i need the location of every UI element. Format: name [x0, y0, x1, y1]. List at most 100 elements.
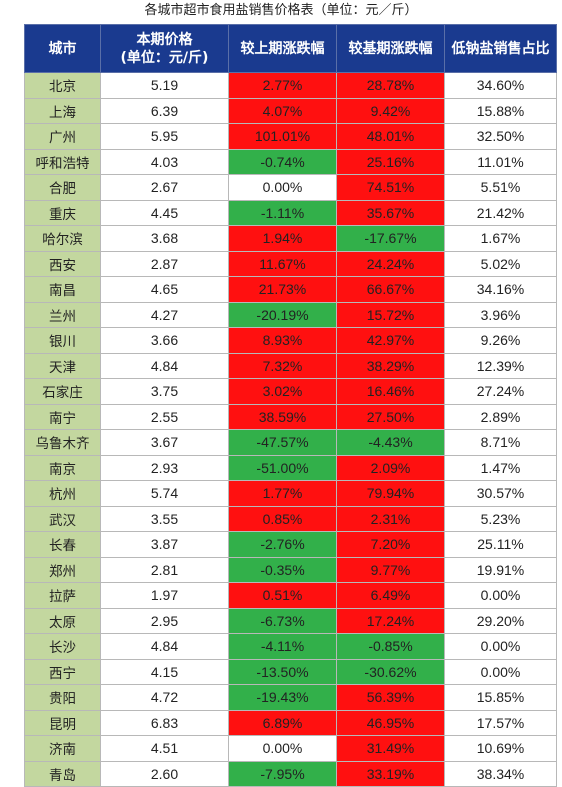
- table-row: 西安 2.87 11.67% 24.24% 5.02%: [24, 250, 557, 277]
- yoy-change-cell: 38.29%: [336, 352, 445, 379]
- yoy-change-cell: -0.85%: [336, 633, 445, 660]
- mom-change-cell: -7.95%: [228, 760, 337, 787]
- table-row: 郑州 2.81 -0.35% 9.77% 19.91%: [24, 556, 557, 583]
- low-sodium-share-cell: 2.89%: [444, 403, 557, 430]
- mom-change-cell: 3.02%: [228, 378, 337, 405]
- low-sodium-share-cell: 3.96%: [444, 301, 557, 328]
- mom-change-cell: -4.11%: [228, 633, 337, 660]
- price-cell: 3.67: [100, 429, 229, 456]
- header-price-line2: (单位：元/斤): [120, 49, 209, 66]
- city-cell: 青岛: [24, 760, 101, 787]
- price-cell: 4.84: [100, 633, 229, 660]
- price-cell: 2.93: [100, 454, 229, 481]
- low-sodium-share-cell: 12.39%: [444, 352, 557, 379]
- low-sodium-share-cell: 17.57%: [444, 709, 557, 736]
- city-cell: 长春: [24, 531, 101, 558]
- yoy-change-cell: 35.67%: [336, 199, 445, 226]
- low-sodium-share-cell: 19.91%: [444, 556, 557, 583]
- table-row: 拉萨 1.97 0.51% 6.49% 0.00%: [24, 582, 557, 609]
- yoy-change-cell: 28.78%: [336, 72, 445, 99]
- price-cell: 4.27: [100, 301, 229, 328]
- low-sodium-share-cell: 32.50%: [444, 123, 557, 150]
- yoy-change-cell: 31.49%: [336, 735, 445, 762]
- city-cell: 南宁: [24, 403, 101, 430]
- low-sodium-share-cell: 27.24%: [444, 378, 557, 405]
- mom-change-cell: -2.76%: [228, 531, 337, 558]
- yoy-change-cell: 7.20%: [336, 531, 445, 558]
- table-row: 昆明 6.83 6.89% 46.95% 17.57%: [24, 709, 557, 736]
- city-cell: 济南: [24, 735, 101, 762]
- table-row: 北京 5.19 2.77% 28.78% 34.60%: [24, 72, 557, 99]
- low-sodium-share-cell: 15.85%: [444, 684, 557, 711]
- price-cell: 2.67: [100, 174, 229, 201]
- mom-change-cell: -0.74%: [228, 148, 337, 175]
- yoy-change-cell: -30.62%: [336, 658, 445, 685]
- price-cell: 4.84: [100, 352, 229, 379]
- price-cell: 3.75: [100, 378, 229, 405]
- low-sodium-share-cell: 1.47%: [444, 454, 557, 481]
- table-row: 太原 2.95 -6.73% 17.24% 29.20%: [24, 607, 557, 634]
- low-sodium-share-cell: 30.57%: [444, 480, 557, 507]
- low-sodium-share-cell: 5.02%: [444, 250, 557, 277]
- yoy-change-cell: 46.95%: [336, 709, 445, 736]
- mom-change-cell: 0.00%: [228, 174, 337, 201]
- city-cell: 呼和浩特: [24, 148, 101, 175]
- city-cell: 郑州: [24, 556, 101, 583]
- table-title: 各城市超市食用盐销售价格表（单位：元／斤）: [144, 3, 418, 18]
- mom-change-cell: 6.89%: [228, 709, 337, 736]
- mom-change-cell: -13.50%: [228, 658, 337, 685]
- table-row: 济南 4.51 0.00% 31.49% 10.69%: [24, 735, 557, 762]
- low-sodium-share-cell: 15.88%: [444, 97, 557, 124]
- price-cell: 3.68: [100, 225, 229, 252]
- mom-change-cell: 2.77%: [228, 72, 337, 99]
- low-sodium-share-cell: 29.20%: [444, 607, 557, 634]
- low-sodium-share-cell: 5.51%: [444, 174, 557, 201]
- city-cell: 西安: [24, 250, 101, 277]
- mom-change-cell: 1.77%: [228, 480, 337, 507]
- price-cell: 5.95: [100, 123, 229, 150]
- table-row: 石家庄 3.75 3.02% 16.46% 27.24%: [24, 378, 557, 405]
- yoy-change-cell: 79.94%: [336, 480, 445, 507]
- yoy-change-cell: 56.39%: [336, 684, 445, 711]
- table-row: 南昌 4.65 21.73% 66.67% 34.16%: [24, 276, 557, 303]
- mom-change-cell: 8.93%: [228, 327, 337, 354]
- header-price-line1: 本期价格: [136, 31, 193, 48]
- mom-change-cell: 4.07%: [228, 97, 337, 124]
- yoy-change-cell: 16.46%: [336, 378, 445, 405]
- low-sodium-share-cell: 21.42%: [444, 199, 557, 226]
- low-sodium-share-cell: 0.00%: [444, 658, 557, 685]
- city-cell: 武汉: [24, 505, 101, 532]
- table-row: 重庆 4.45 -1.11% 35.67% 21.42%: [24, 199, 557, 226]
- city-cell: 石家庄: [24, 378, 101, 405]
- price-cell: 2.60: [100, 760, 229, 787]
- mom-change-cell: -47.57%: [228, 429, 337, 456]
- table-row: 贵阳 4.72 -19.43% 56.39% 15.85%: [24, 684, 557, 711]
- low-sodium-share-cell: 9.26%: [444, 327, 557, 354]
- mom-change-cell: 0.85%: [228, 505, 337, 532]
- table-row: 武汉 3.55 0.85% 2.31% 5.23%: [24, 505, 557, 532]
- yoy-change-cell: 9.77%: [336, 556, 445, 583]
- mom-change-cell: 1.94%: [228, 225, 337, 252]
- table-row: 南宁 2.55 38.59% 27.50% 2.89%: [24, 403, 557, 430]
- low-sodium-share-cell: 38.34%: [444, 760, 557, 787]
- yoy-change-cell: 25.16%: [336, 148, 445, 175]
- low-sodium-share-cell: 10.69%: [444, 735, 557, 762]
- price-cell: 2.87: [100, 250, 229, 277]
- table-row: 青岛 2.60 -7.95% 33.19% 38.34%: [24, 760, 557, 787]
- mom-change-cell: 11.67%: [228, 250, 337, 277]
- low-sodium-share-cell: 5.23%: [444, 505, 557, 532]
- city-cell: 贵阳: [24, 684, 101, 711]
- table-row: 长沙 4.84 -4.11% -0.85% 0.00%: [24, 633, 557, 660]
- yoy-change-cell: -17.67%: [336, 225, 445, 252]
- yoy-change-cell: 24.24%: [336, 250, 445, 277]
- table-row: 合肥 2.67 0.00% 74.51% 5.51%: [24, 174, 557, 201]
- city-cell: 拉萨: [24, 582, 101, 609]
- price-cell: 3.55: [100, 505, 229, 532]
- city-cell: 太原: [24, 607, 101, 634]
- header-row: 城市 本期价格 (单位：元/斤) 较上期涨跌幅 较基期涨跌幅 低钠盐销售占比: [24, 24, 557, 73]
- city-cell: 西宁: [24, 658, 101, 685]
- mom-change-cell: -6.73%: [228, 607, 337, 634]
- city-cell: 乌鲁木齐: [24, 429, 101, 456]
- yoy-change-cell: 2.31%: [336, 505, 445, 532]
- salt-price-table: 城市 本期价格 (单位：元/斤) 较上期涨跌幅 较基期涨跌幅 低钠盐销售占比 北…: [24, 24, 557, 787]
